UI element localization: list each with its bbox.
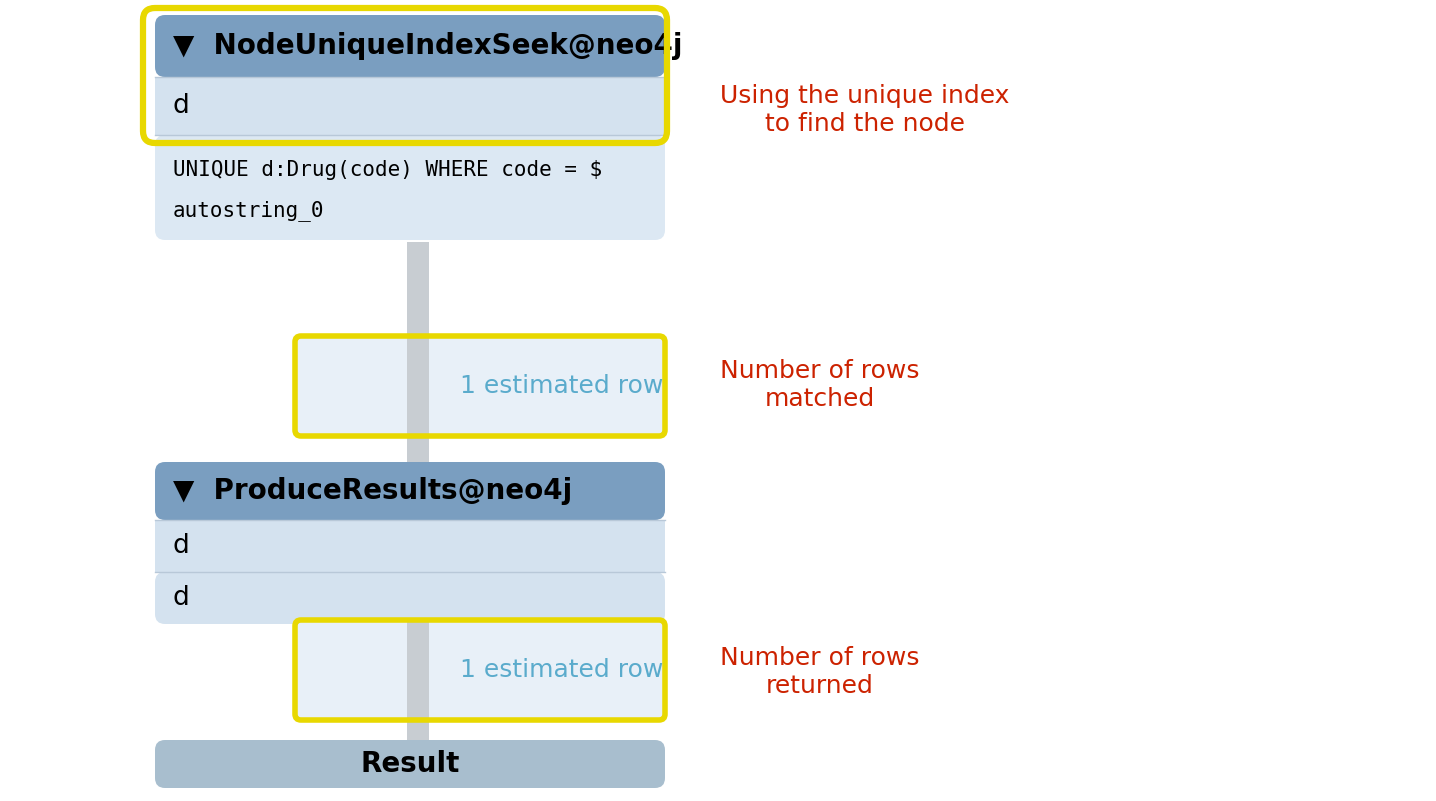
Bar — [406, 720, 429, 740]
FancyBboxPatch shape — [294, 620, 665, 720]
Text: UNIQUE d:Drug(code) WHERE code = $: UNIQUE d:Drug(code) WHERE code = $ — [172, 159, 602, 179]
Text: d: d — [172, 533, 190, 559]
Text: autostring_0: autostring_0 — [172, 200, 325, 221]
FancyBboxPatch shape — [155, 462, 665, 520]
Text: 1 estimated row: 1 estimated row — [460, 374, 663, 398]
Text: d: d — [172, 93, 190, 119]
FancyBboxPatch shape — [155, 520, 665, 572]
Bar — [406, 242, 429, 336]
Text: Using the unique index
to find the node: Using the unique index to find the node — [719, 84, 1010, 136]
Text: Result: Result — [360, 750, 460, 778]
Text: Number of rows
matched: Number of rows matched — [719, 359, 919, 411]
Text: d: d — [172, 585, 190, 611]
Bar — [406, 336, 429, 436]
FancyBboxPatch shape — [155, 15, 665, 77]
Text: Number of rows
returned: Number of rows returned — [719, 646, 919, 698]
Text: 1 estimated row: 1 estimated row — [460, 658, 663, 682]
FancyBboxPatch shape — [155, 77, 665, 135]
FancyBboxPatch shape — [155, 135, 665, 240]
Text: ▼  ProduceResults@neo4j: ▼ ProduceResults@neo4j — [172, 477, 573, 505]
Bar — [406, 436, 429, 462]
Text: ▼  NodeUniqueIndexSeek@neo4j: ▼ NodeUniqueIndexSeek@neo4j — [172, 32, 682, 60]
FancyBboxPatch shape — [155, 740, 665, 788]
FancyBboxPatch shape — [294, 336, 665, 436]
Bar — [406, 620, 429, 720]
Bar — [406, 620, 429, 624]
FancyBboxPatch shape — [155, 572, 665, 624]
